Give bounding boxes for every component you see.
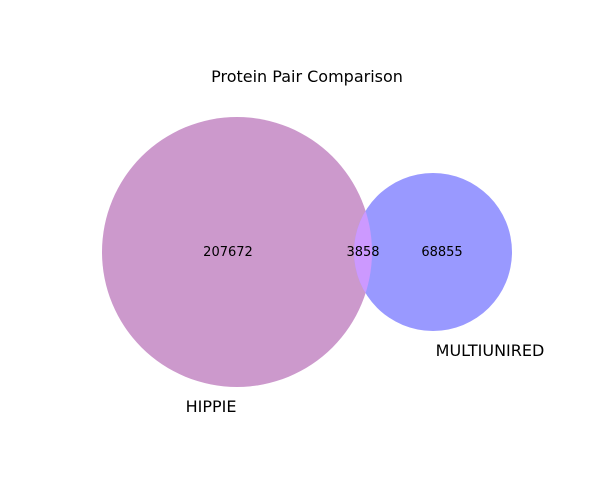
hippie-set-label: HIPPIE [186, 397, 237, 416]
multiunired-circle [354, 173, 512, 331]
multiunired-only-count: 68855 [421, 245, 462, 260]
chart-title: Protein Pair Comparison [211, 67, 403, 86]
hippie-only-count: 207672 [203, 245, 253, 260]
multiunired-set-label: MULTIUNIRED [436, 341, 545, 360]
hippie-circle [102, 117, 372, 387]
intersection-count: 3858 [346, 245, 379, 260]
